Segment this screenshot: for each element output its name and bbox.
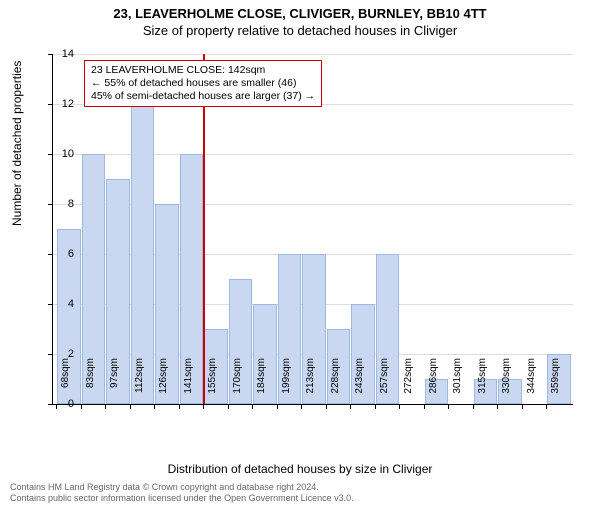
ytick-mark	[48, 104, 53, 105]
xtick-label: 301sqm	[452, 358, 463, 408]
annotation-line3: 45% of semi-detached houses are larger (…	[91, 90, 315, 103]
ytick-label: 2	[54, 348, 74, 360]
ytick-mark	[48, 54, 53, 55]
xtick-label: 126sqm	[158, 358, 169, 408]
xtick-mark	[277, 404, 278, 409]
xtick-label: 359sqm	[550, 358, 561, 408]
xtick-mark	[473, 404, 474, 409]
xtick-mark	[546, 404, 547, 409]
xtick-label: 141sqm	[183, 358, 194, 408]
xtick-label: 344sqm	[526, 358, 537, 408]
xtick-label: 213sqm	[305, 358, 316, 408]
ytick-mark	[48, 254, 53, 255]
xtick-label: 286sqm	[428, 358, 439, 408]
ytick-mark	[48, 304, 53, 305]
ytick-label: 8	[54, 198, 74, 210]
ytick-label: 12	[54, 98, 74, 110]
xtick-label: 243sqm	[354, 358, 365, 408]
xtick-mark	[497, 404, 498, 409]
xtick-mark	[350, 404, 351, 409]
xtick-label: 83sqm	[85, 358, 96, 408]
xtick-mark	[130, 404, 131, 409]
xtick-mark	[522, 404, 523, 409]
xtick-mark	[375, 404, 376, 409]
ytick-label: 0	[54, 398, 74, 410]
xtick-mark	[448, 404, 449, 409]
xtick-mark	[203, 404, 204, 409]
ytick-label: 4	[54, 298, 74, 310]
xtick-label: 155sqm	[207, 358, 218, 408]
xtick-mark	[105, 404, 106, 409]
ytick-mark	[48, 154, 53, 155]
xtick-label: 112sqm	[134, 358, 145, 408]
chart-title-main: 23, LEAVERHOLME CLOSE, CLIVIGER, BURNLEY…	[0, 6, 600, 21]
footer-line1: Contains HM Land Registry data © Crown c…	[10, 482, 354, 493]
xtick-mark	[301, 404, 302, 409]
footer-line2: Contains public sector information licen…	[10, 493, 354, 504]
gridline	[53, 54, 573, 55]
chart-title-sub: Size of property relative to detached ho…	[0, 23, 600, 38]
xtick-label: 228sqm	[330, 358, 341, 408]
xtick-label: 199sqm	[281, 358, 292, 408]
xtick-mark	[399, 404, 400, 409]
xtick-label: 184sqm	[256, 358, 267, 408]
annotation-line2: ← 55% of detached houses are smaller (46…	[91, 77, 315, 90]
ytick-label: 10	[54, 148, 74, 160]
xtick-mark	[424, 404, 425, 409]
ytick-mark	[48, 404, 53, 405]
xtick-mark	[154, 404, 155, 409]
ytick-label: 14	[54, 48, 74, 60]
chart-area: 68sqm83sqm97sqm112sqm126sqm141sqm155sqm1…	[52, 54, 572, 434]
xtick-label: 315sqm	[477, 358, 488, 408]
xtick-label: 257sqm	[379, 358, 390, 408]
xtick-label: 330sqm	[501, 358, 512, 408]
xtick-mark	[326, 404, 327, 409]
xtick-label: 170sqm	[232, 358, 243, 408]
xtick-label: 272sqm	[403, 358, 414, 408]
x-axis-label: Distribution of detached houses by size …	[0, 462, 600, 476]
ytick-label: 6	[54, 248, 74, 260]
xtick-label: 97sqm	[109, 358, 120, 408]
ytick-mark	[48, 204, 53, 205]
y-axis-label: Number of detached properties	[10, 61, 24, 226]
annotation-line1: 23 LEAVERHOLME CLOSE: 142sqm	[91, 64, 315, 77]
annotation-box: 23 LEAVERHOLME CLOSE: 142sqm ← 55% of de…	[84, 60, 322, 107]
footer-attribution: Contains HM Land Registry data © Crown c…	[10, 482, 354, 504]
xtick-mark	[81, 404, 82, 409]
ytick-mark	[48, 354, 53, 355]
xtick-mark	[252, 404, 253, 409]
xtick-mark	[228, 404, 229, 409]
xtick-mark	[179, 404, 180, 409]
